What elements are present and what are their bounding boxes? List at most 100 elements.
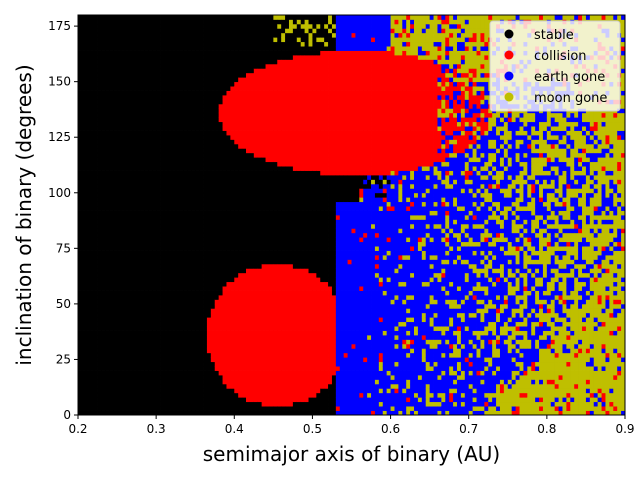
heatmap-cell (148, 166, 153, 171)
heatmap-cell (234, 59, 239, 65)
heatmap-cell (81, 299, 87, 305)
heatmap-cell (273, 263, 278, 269)
heatmap-cell (203, 277, 208, 283)
heatmap-cell (152, 379, 157, 385)
heatmap-cell (120, 175, 126, 180)
heatmap-cell (78, 197, 83, 203)
heatmap-cell (93, 157, 98, 163)
heatmap-cell (242, 175, 247, 180)
heatmap-cell (124, 259, 130, 265)
heatmap-cell (124, 317, 130, 323)
heatmap-cell (218, 326, 223, 331)
heatmap-cell (101, 121, 106, 127)
heatmap-cell (195, 170, 200, 176)
heatmap-cell (113, 268, 118, 274)
heatmap-cell (281, 32, 286, 38)
heatmap-cell (89, 68, 95, 74)
heatmap-cell (128, 330, 134, 336)
heatmap-cell (167, 250, 173, 256)
heatmap-cell (273, 348, 278, 354)
heatmap-cell (78, 99, 83, 105)
heatmap-cell (210, 117, 216, 123)
heatmap-cell (218, 410, 223, 416)
heatmap-cell (281, 383, 286, 389)
heatmap-cell (242, 410, 247, 416)
heatmap-cell (277, 121, 282, 127)
heatmap-cell (113, 406, 118, 411)
heatmap-cell (234, 277, 239, 283)
heatmap-cell (97, 130, 102, 136)
heatmap-cell (281, 161, 286, 167)
heatmap-cell (136, 32, 141, 38)
heatmap-cell (97, 161, 102, 167)
heatmap-cell (210, 215, 216, 220)
heatmap-cell (128, 246, 134, 251)
heatmap-cell (93, 268, 98, 274)
heatmap-cell (148, 206, 153, 211)
heatmap-cell (206, 72, 212, 78)
heatmap-cell (136, 286, 141, 291)
heatmap-cell (156, 72, 161, 78)
heatmap-cell (156, 161, 161, 167)
heatmap-cell (206, 157, 212, 163)
heatmap-cell (140, 86, 145, 91)
heatmap-cell (230, 197, 235, 203)
heatmap-cell (187, 339, 192, 345)
heatmap-cell (105, 210, 110, 216)
heatmap-cell (187, 157, 192, 163)
heatmap-cell (203, 219, 208, 225)
heatmap-cell (230, 77, 235, 83)
heatmap-cell (179, 103, 184, 109)
heatmap-cell (203, 290, 208, 296)
heatmap-cell (281, 23, 286, 29)
heatmap-cell (238, 308, 243, 314)
heatmap-cell (140, 179, 145, 185)
heatmap-cell (175, 99, 180, 105)
heatmap-cell (136, 352, 141, 358)
heatmap-cell (132, 352, 138, 358)
heatmap-cell (269, 255, 274, 260)
heatmap-cell (187, 223, 192, 229)
heatmap-cell (124, 161, 130, 167)
heatmap-cell (226, 392, 231, 398)
heatmap-cell (183, 157, 188, 163)
heatmap-cell (78, 112, 83, 118)
heatmap-cell (238, 215, 243, 220)
heatmap-cell (160, 126, 165, 131)
heatmap-cell (85, 268, 91, 274)
heatmap-cell (288, 112, 294, 118)
heatmap-cell (292, 272, 298, 278)
heatmap-cell (171, 250, 177, 256)
heatmap-cell (257, 308, 263, 314)
heatmap-cell (222, 348, 227, 354)
heatmap-cell (257, 166, 263, 171)
heatmap-cell (199, 63, 204, 69)
heatmap-cell (113, 228, 118, 234)
heatmap-cell (175, 383, 180, 389)
heatmap-cell (277, 286, 282, 291)
heatmap-cell (195, 383, 200, 389)
heatmap-cell (136, 170, 141, 176)
heatmap-cell (285, 135, 290, 140)
heatmap-cell (113, 237, 118, 243)
heatmap-cell (85, 15, 91, 20)
heatmap-cell (109, 379, 114, 385)
heatmap-cell (120, 397, 126, 403)
heatmap-cell (152, 201, 157, 207)
heatmap-cell (261, 15, 266, 20)
heatmap-cell (136, 23, 141, 29)
heatmap-cell (187, 143, 192, 149)
heatmap-cell (234, 397, 239, 403)
heatmap-cell (253, 343, 259, 349)
heatmap-cell (117, 77, 122, 83)
heatmap-cell (285, 126, 290, 131)
heatmap-cell (285, 370, 290, 376)
heatmap-cell (288, 357, 294, 363)
heatmap-cell (273, 215, 278, 220)
heatmap-cell (203, 383, 208, 389)
heatmap-cell (156, 157, 161, 163)
heatmap-cell (117, 175, 122, 180)
heatmap-cell (269, 81, 274, 87)
heatmap-cell (242, 272, 247, 278)
heatmap-cell (226, 379, 231, 385)
